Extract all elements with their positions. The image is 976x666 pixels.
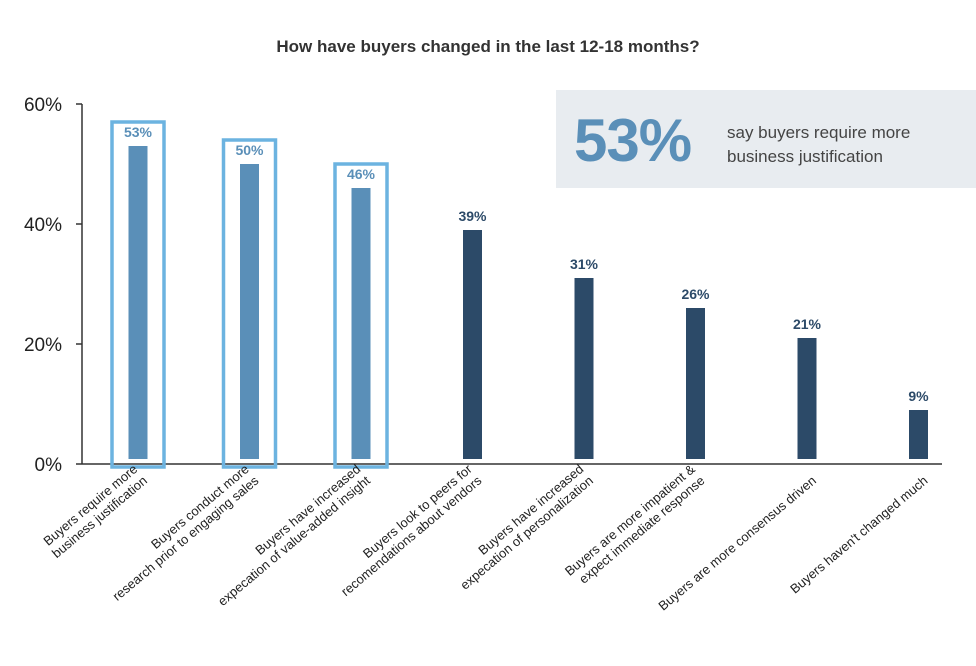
y-tick-label: 60% [24, 95, 62, 116]
bar [463, 230, 482, 459]
highlight-frame [110, 120, 166, 469]
bar [351, 188, 371, 459]
bar [686, 308, 705, 459]
highlight-frame [333, 162, 389, 469]
y-tick-label: 20% [24, 335, 62, 356]
category-label-line: Buyers conduct more [148, 461, 252, 551]
bar [240, 164, 259, 459]
data-label: 50% [235, 142, 264, 158]
bars [128, 146, 928, 459]
callout-text-line1: say buyers require more [727, 123, 910, 142]
callout-background [556, 90, 976, 188]
axes: 0% 20% 40% 60% [24, 95, 942, 476]
data-label: 53% [124, 124, 153, 140]
category-label-line: Buyers have increased [252, 461, 363, 557]
bar [909, 410, 928, 459]
data-label: 31% [570, 256, 599, 272]
category-label-line: expect immediate response [576, 473, 707, 587]
data-label: 39% [458, 208, 487, 224]
category-label-line: Buyers look to peers for [360, 461, 475, 561]
highlight-frame [221, 138, 278, 469]
data-label: 9% [908, 388, 929, 404]
bar [574, 278, 594, 459]
bar [128, 146, 148, 459]
category-label-line: Buyers have increased [475, 461, 586, 557]
y-tick-label: 0% [35, 455, 63, 476]
callout-big-value: 53% [574, 107, 691, 174]
data-labels: 53% 50% 46% 39% 31% 26% 21% 9% [124, 124, 929, 404]
data-label: 21% [793, 316, 822, 332]
data-label: 26% [681, 286, 710, 302]
chart-title: How have buyers changed in the last 12-1… [276, 37, 699, 56]
data-label: 46% [347, 166, 376, 182]
y-tick-label: 40% [24, 215, 62, 236]
bar [797, 338, 817, 459]
callout-box: 53% say buyers require more business jus… [556, 90, 976, 188]
highlight-frames [110, 120, 389, 469]
callout-text-line2: business justification [727, 147, 883, 166]
